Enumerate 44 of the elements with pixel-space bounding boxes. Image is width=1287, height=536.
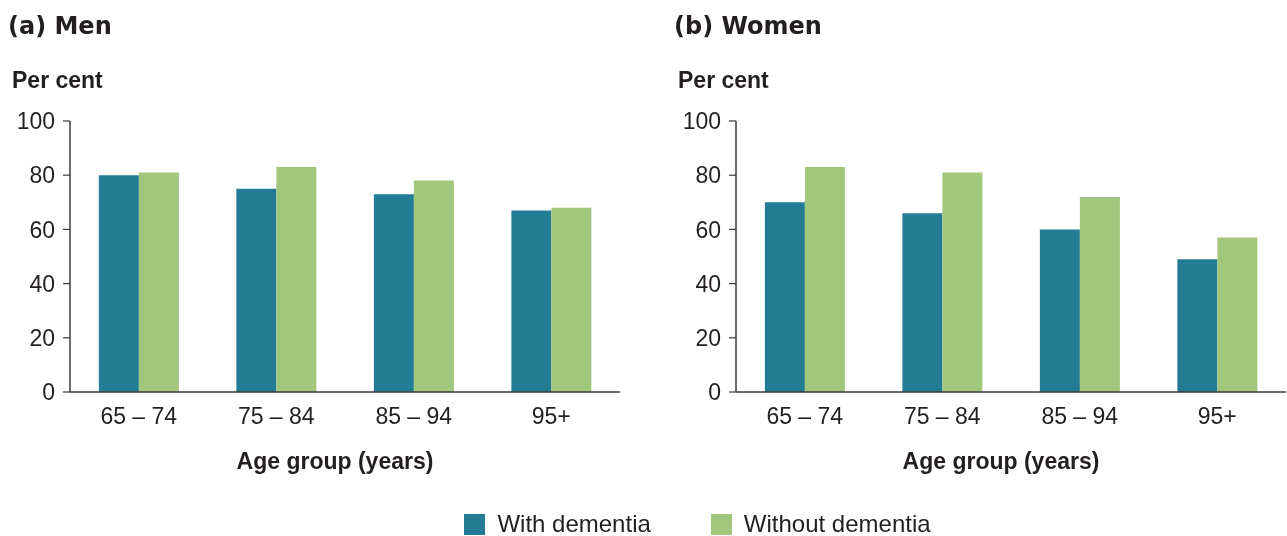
chart-title: (b) Women: [674, 12, 822, 40]
y-tick-label: 0: [708, 379, 721, 406]
x-tick-label: 65 – 74: [766, 403, 844, 430]
x-tick-label: 95+: [1197, 403, 1237, 430]
x-tick-label: 65 – 74: [100, 403, 178, 430]
bar: [1217, 237, 1258, 392]
x-axis-title: Age group (years): [235, 448, 435, 475]
y-tick-label: 40: [695, 270, 721, 297]
bar: [373, 194, 414, 392]
bar: [1039, 229, 1080, 392]
bar: [413, 180, 454, 392]
x-tick-label: 75 – 84: [237, 403, 315, 430]
y-tick-label: 80: [695, 162, 721, 189]
bar: [98, 175, 139, 392]
bar: [138, 172, 179, 392]
y-axis-title: Per cent: [12, 67, 103, 94]
bar: [1177, 259, 1218, 392]
bar: [902, 213, 943, 392]
bar: [236, 188, 277, 392]
x-axis-title: Age group (years): [901, 448, 1101, 475]
y-tick-label: 60: [695, 216, 721, 243]
x-tick-label: 75 – 84: [903, 403, 981, 430]
y-tick-label: 80: [29, 162, 55, 189]
y-tick-label: 40: [29, 270, 55, 297]
y-axis-title: Per cent: [678, 67, 769, 94]
bar: [764, 202, 805, 392]
y-tick-label: 20: [29, 324, 55, 351]
legend-label: Without dementia: [743, 510, 931, 536]
legend-label: With dementia: [497, 510, 651, 536]
y-tick-label: 100: [16, 108, 55, 135]
x-tick-label: 85 – 94: [1041, 403, 1119, 430]
bar: [1079, 196, 1120, 392]
y-tick-label: 0: [42, 379, 55, 406]
bar: [551, 207, 592, 392]
y-tick-label: 60: [29, 216, 55, 243]
x-tick-label: 95+: [531, 403, 571, 430]
bar: [804, 167, 845, 392]
bar: [511, 210, 552, 392]
y-tick-label: 100: [682, 108, 721, 135]
bar: [942, 172, 983, 392]
x-tick-label: 85 – 94: [375, 403, 453, 430]
chart-title: (a) Men: [8, 12, 112, 40]
bar: [276, 167, 317, 392]
y-tick-label: 20: [695, 324, 721, 351]
